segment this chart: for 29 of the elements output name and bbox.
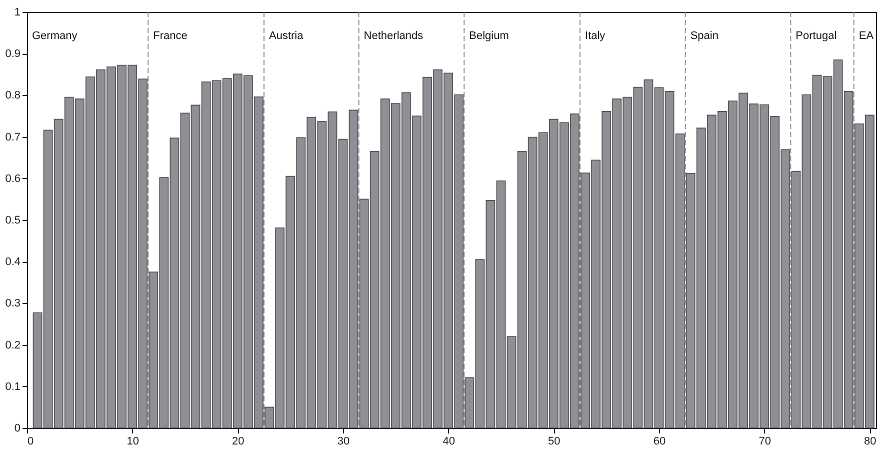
y-tick-label: 0.3 — [5, 298, 20, 310]
x-tick-label: 0 — [28, 436, 34, 448]
y-tick-label: 0.4 — [5, 256, 20, 268]
y-tick-label: 0.6 — [5, 172, 20, 185]
x-tick-label: 60 — [653, 436, 666, 448]
y-tick-label: 0.5 — [5, 214, 20, 226]
x-tick-label: 40 — [442, 436, 455, 448]
annotation: Italy — [585, 30, 606, 42]
y-tick-label: 1 — [14, 6, 20, 18]
y-tick-label: 0.7 — [5, 131, 20, 144]
y-tick-label: 0 — [14, 422, 20, 434]
x-tick-label: 30 — [337, 436, 350, 448]
y-tick-label: 0.8 — [5, 90, 20, 102]
annotation: Germany — [32, 30, 78, 42]
annotation: Belgium — [469, 30, 509, 42]
x-tick-label: 50 — [548, 436, 560, 448]
annotation: Netherlands — [364, 30, 424, 42]
y-tick-label: 0.9 — [5, 48, 20, 60]
x-tick-label: 20 — [232, 436, 244, 448]
x-tick-label: 10 — [126, 436, 139, 448]
annotation: Austria — [269, 30, 304, 42]
annotation: France — [153, 30, 188, 42]
annotation: Portugal — [796, 30, 837, 42]
x-tick-label: 70 — [758, 436, 771, 448]
y-tick-label: 0.1 — [5, 380, 20, 393]
y-tick-label: 0.2 — [5, 339, 20, 352]
annotation: EA — [858, 30, 874, 42]
x-tick-label: 80 — [864, 436, 876, 448]
annotation: Spain — [690, 30, 718, 42]
